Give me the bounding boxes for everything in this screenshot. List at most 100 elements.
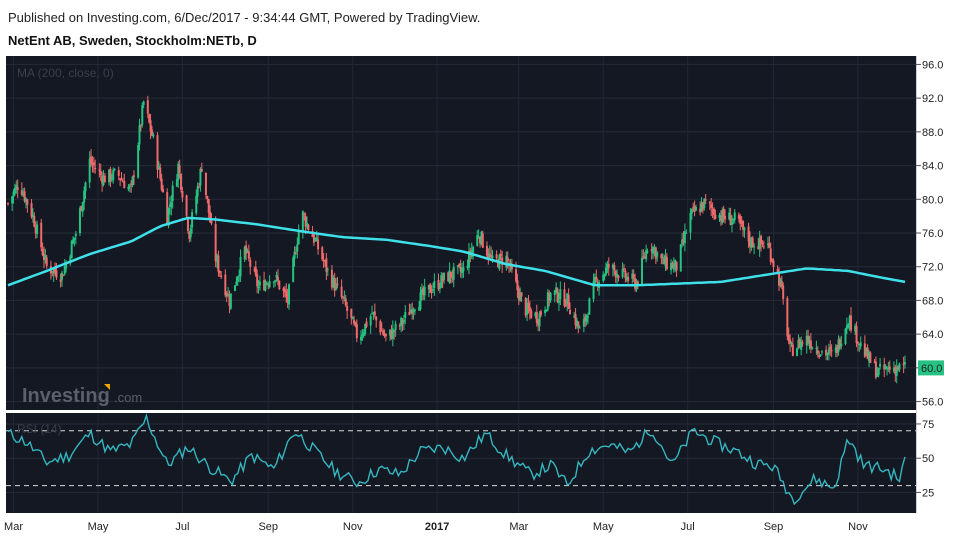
candle-body — [711, 209, 714, 211]
candle-body — [132, 175, 135, 177]
candle-body — [642, 256, 645, 258]
candle-body — [141, 105, 144, 125]
candle-body — [682, 239, 685, 242]
time-tick-label: May — [593, 521, 614, 533]
candle-body — [228, 296, 231, 306]
candle-body — [11, 196, 14, 204]
candle-body — [708, 201, 711, 204]
candle-body — [24, 198, 27, 202]
candle-body — [683, 231, 686, 244]
candle-body — [704, 199, 707, 201]
time-tick-label: Nov — [848, 521, 868, 533]
candle-body — [355, 324, 358, 339]
candle-body — [769, 248, 772, 262]
candle-body — [375, 316, 378, 321]
candle-body — [382, 330, 385, 335]
candle-body — [845, 325, 848, 329]
candle-body — [516, 280, 519, 291]
candle-body — [574, 313, 577, 326]
candle-body — [807, 335, 810, 343]
candle-body — [791, 344, 794, 356]
candle-body — [413, 309, 416, 311]
candle-body — [448, 270, 451, 283]
candle-body — [430, 291, 433, 293]
candle-body — [624, 270, 627, 279]
candle-body — [398, 325, 401, 327]
candle-body — [838, 339, 841, 348]
candle-body — [13, 187, 16, 194]
candle-body — [412, 309, 415, 312]
candle-body — [894, 367, 897, 375]
candle-body — [743, 227, 746, 231]
candle-body — [815, 347, 818, 350]
candle-body — [152, 134, 155, 137]
candle-body — [199, 168, 202, 186]
candle-body — [888, 366, 891, 370]
candle-body — [296, 244, 299, 252]
investing-logo: Investing .com — [22, 384, 142, 407]
candle-body — [850, 315, 853, 331]
candle-body — [409, 309, 412, 313]
rsi-line — [7, 412, 906, 506]
candle-body — [501, 257, 504, 266]
candle-body — [326, 269, 329, 271]
candle-body — [74, 233, 77, 237]
candle-body — [840, 343, 843, 347]
candle-body — [278, 280, 281, 290]
time-tick-label: Sep — [258, 521, 278, 533]
candle-body — [606, 263, 609, 270]
candle-body — [643, 257, 646, 259]
candle-body — [121, 181, 124, 183]
candle-body — [177, 163, 180, 180]
candle-body — [156, 135, 159, 170]
candle-body — [181, 191, 184, 198]
candle-body — [766, 243, 769, 245]
candle-body — [214, 223, 217, 262]
candle-body — [874, 361, 877, 378]
candle-body — [167, 208, 170, 226]
candle-body — [578, 327, 581, 329]
candle-body — [81, 201, 84, 212]
candle-body — [537, 321, 540, 325]
last-price-tag: 60.0 — [918, 360, 944, 376]
candle-body — [451, 276, 454, 278]
price-tick-label: 64.0 — [922, 329, 943, 341]
price-tick-label: 92.0 — [922, 93, 943, 105]
candle-body — [757, 246, 760, 250]
candle-body — [491, 255, 494, 259]
candle-body — [420, 289, 423, 293]
candle-body — [559, 289, 562, 300]
candle-body — [372, 312, 375, 314]
candle-body — [797, 340, 800, 348]
candle-body — [865, 348, 868, 355]
ma-line — [7, 216, 906, 287]
candle-body — [693, 206, 696, 212]
candle-body — [762, 246, 765, 248]
candle-body — [12, 191, 15, 197]
candle-body — [692, 207, 695, 209]
candle-body — [353, 319, 356, 324]
candle-body — [98, 169, 101, 171]
candle-body — [103, 175, 106, 183]
candle-body — [462, 267, 465, 272]
candle-body — [440, 275, 443, 288]
candle-body — [750, 237, 753, 248]
candle-body — [257, 286, 260, 288]
candle-body — [760, 235, 763, 244]
candle-body — [227, 294, 230, 297]
candle-body — [314, 239, 317, 241]
candle-body — [384, 333, 387, 337]
candle-body — [354, 322, 357, 325]
price-tick-label: 56.0 — [922, 397, 943, 409]
candle-body — [101, 175, 104, 184]
candle-body — [15, 185, 18, 190]
candle-body — [189, 228, 192, 238]
candle-body — [904, 362, 906, 365]
published-caption: Published on Investing.com, 6/Dec/2017 -… — [8, 10, 481, 25]
candle-body — [51, 271, 54, 274]
candle-body — [456, 265, 459, 268]
candle-body — [336, 283, 339, 285]
candle-body — [83, 190, 86, 203]
candle-body — [826, 353, 829, 356]
